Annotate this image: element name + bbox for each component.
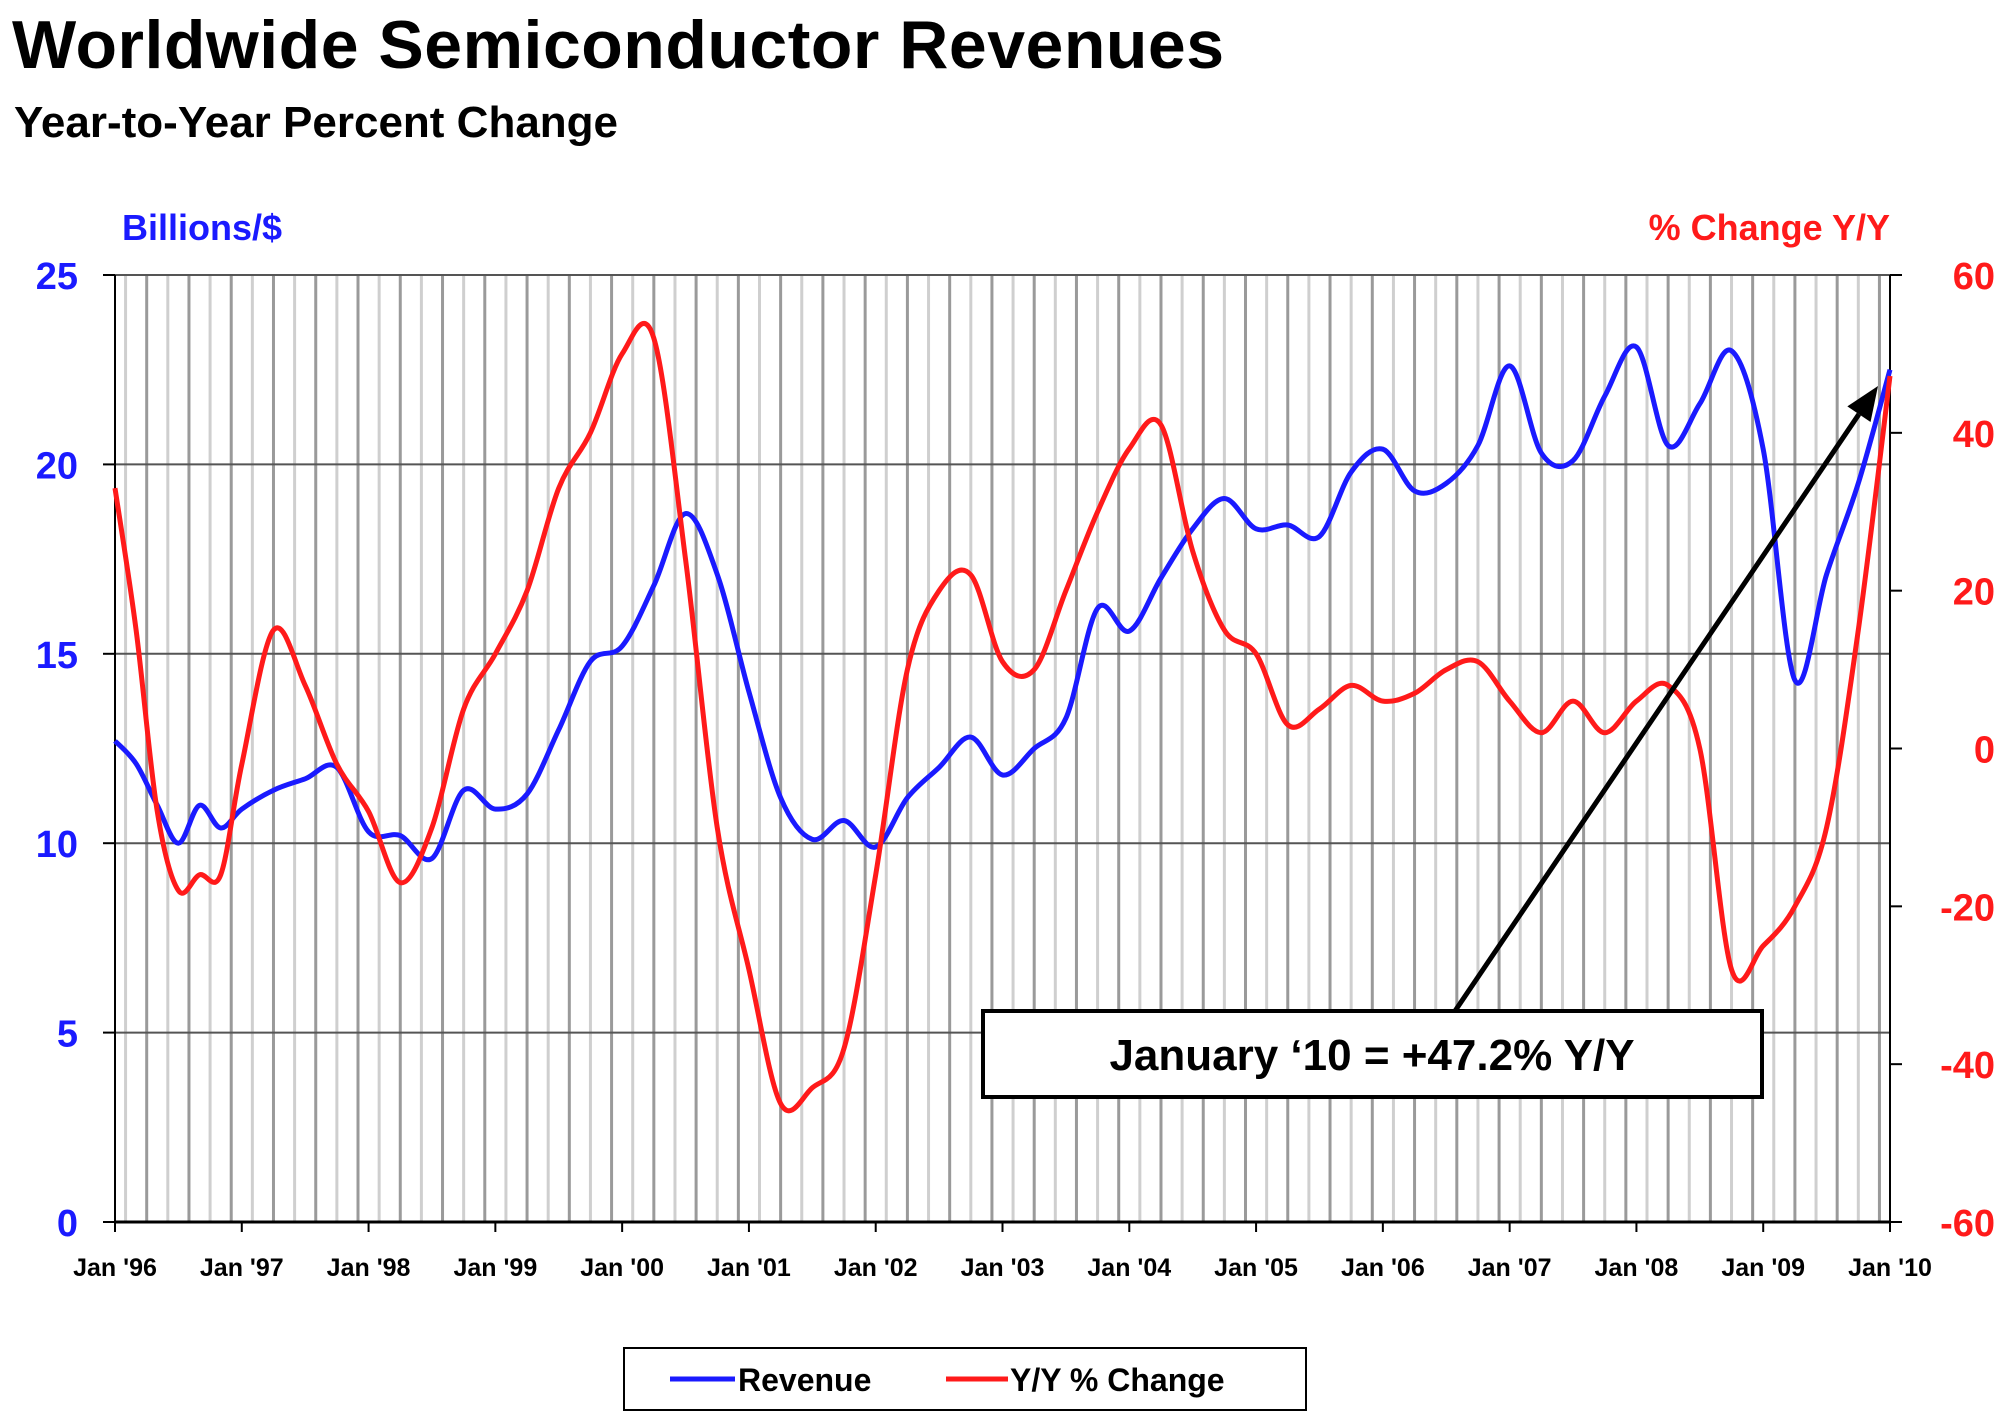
series-line-yoy [112, 320, 1893, 1114]
x-axis-tick-label: Jan '05 [1214, 1254, 1298, 1282]
left-axis-tick-label: 15 [36, 635, 78, 677]
right-axis-tick-label: -60 [1940, 1203, 1995, 1245]
right-axis-tick-label: -20 [1940, 887, 1995, 929]
right-axis-tick-label: 0 [1974, 730, 1995, 772]
x-axis-tick-label: Jan '08 [1595, 1254, 1679, 1282]
x-axis-tick-label: Jan '09 [1721, 1254, 1805, 1282]
annotation-arrowhead [1847, 386, 1878, 423]
annotation-text: January ‘10 = +47.2% Y/Y [1109, 1031, 1634, 1080]
right-axis-tick-label: 40 [1953, 414, 1995, 456]
right-axis-tick-label: 20 [1953, 572, 1995, 614]
legend-label-yoy: Y/Y % Change [1010, 1362, 1225, 1398]
x-axis-tick-label: Jan '99 [453, 1254, 537, 1282]
legend: Revenue Y/Y % Change [623, 1347, 1307, 1411]
annotation: January ‘10 = +47.2% Y/Y [981, 386, 1878, 1099]
x-axis-tick-label: Jan '06 [1341, 1254, 1425, 1282]
left-axis-tick-label: 5 [57, 1014, 78, 1056]
legend-label-revenue: Revenue [738, 1362, 871, 1398]
x-axis-tick-label: Jan '01 [707, 1254, 791, 1282]
left-axis-tick-label: 20 [36, 445, 78, 487]
right-axis-tick-label: 60 [1953, 256, 1995, 298]
x-axis-tick-label: Jan '07 [1468, 1254, 1552, 1282]
annotation-box [981, 1009, 1764, 1099]
series-line-revenue [113, 343, 1893, 863]
left-axis-title: Billions/$ [122, 207, 282, 248]
chart-title: Worldwide Semiconductor Revenues [12, 7, 1225, 83]
series [112, 320, 1893, 1114]
right-axis-title: % Change Y/Y [1649, 207, 1890, 248]
axes: 0 5 10 15 20 25 -60 -40 -20 0 20 40 60 Billions/$ % Ch… [36, 207, 1995, 1282]
x-axis-tick-label: Jan '10 [1848, 1254, 1932, 1282]
x-axis-tick-label: Jan '96 [73, 1254, 157, 1282]
x-axis-tick-label: Jan '98 [327, 1254, 411, 1282]
chart-subtitle: Year-to-Year Percent Change [14, 98, 619, 147]
left-axis-tick-label: 25 [36, 256, 78, 298]
right-axis-tick-label: -40 [1940, 1045, 1995, 1087]
left-axis-tick-label: 0 [57, 1203, 78, 1245]
left-axis-tick-label: 10 [36, 824, 78, 866]
x-axis-tick-label: Jan '00 [580, 1254, 664, 1282]
x-axis-tick-label: Jan '02 [834, 1254, 918, 1282]
x-axis-tick-label: Jan '04 [1087, 1254, 1171, 1282]
x-axis-tick-label: Jan '97 [200, 1254, 284, 1282]
annotation-arrow [1452, 412, 1862, 1013]
x-axis-tick-label: Jan '03 [961, 1254, 1045, 1282]
